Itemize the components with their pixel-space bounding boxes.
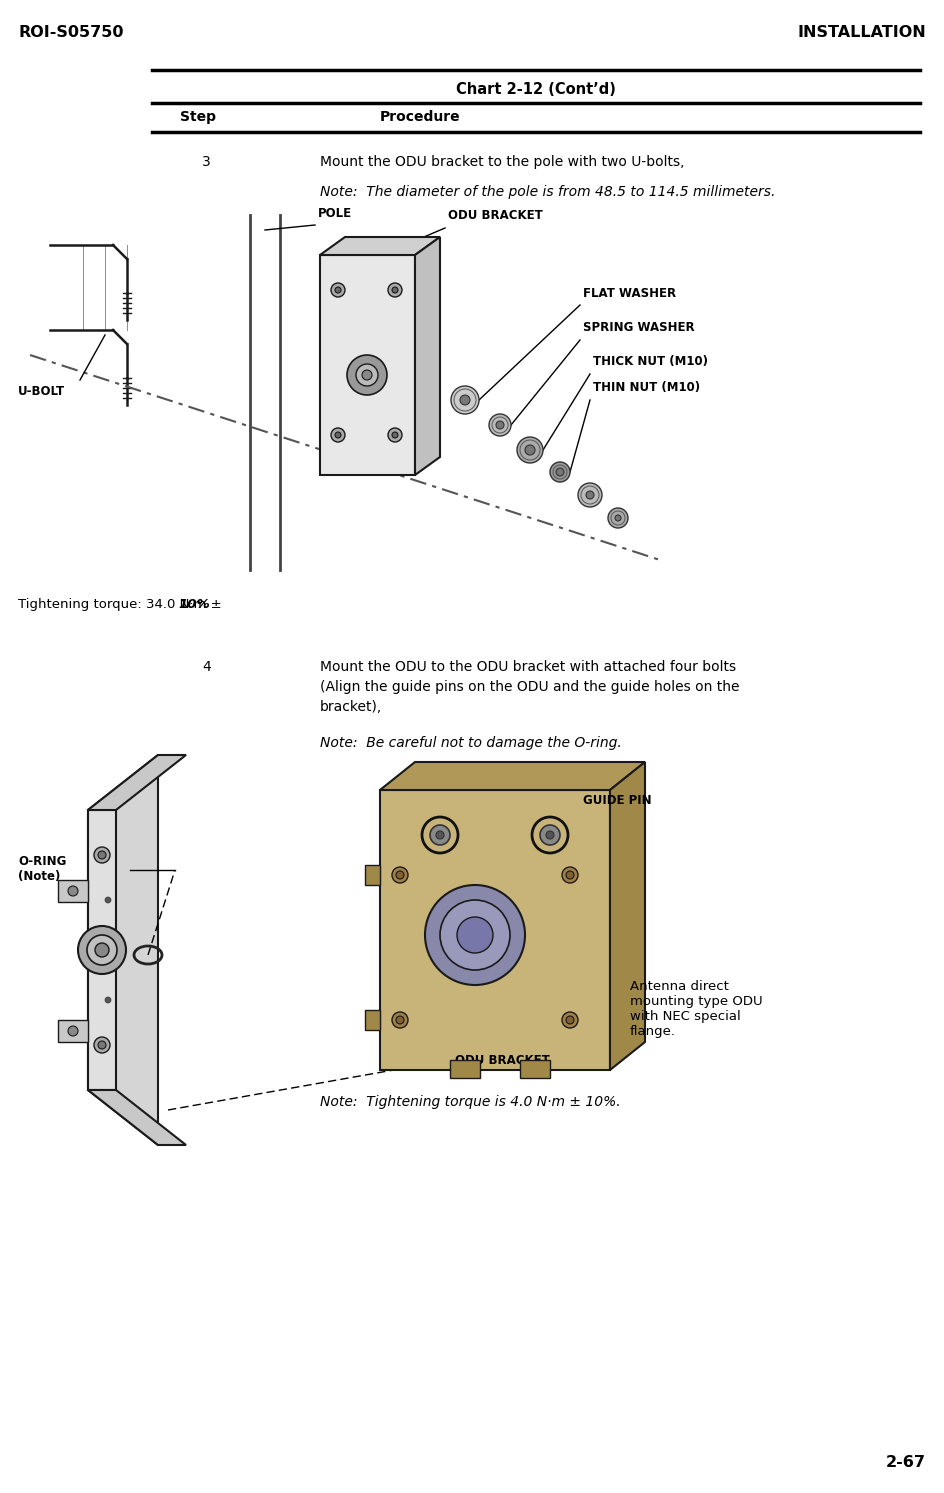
Circle shape [331,428,345,442]
Polygon shape [610,761,645,1070]
Circle shape [98,1041,106,1050]
Text: POLE: POLE [318,208,352,219]
Circle shape [105,897,111,903]
Polygon shape [88,755,186,811]
Bar [450,1060,480,1078]
Circle shape [388,428,402,442]
Text: ODU BRACKET: ODU BRACKET [455,1054,549,1066]
Circle shape [422,817,458,853]
Circle shape [556,467,564,476]
Circle shape [532,817,568,853]
Circle shape [331,284,345,297]
Text: Tightening torque: 34.0 N·m ±: Tightening torque: 34.0 N·m ± [18,599,226,611]
Text: ROI-S05750: ROI-S05750 [18,25,124,40]
Circle shape [392,867,408,882]
Circle shape [496,421,504,428]
Polygon shape [380,790,610,1070]
Circle shape [362,370,372,381]
Text: ODU BRACKET: ODU BRACKET [448,209,543,222]
Text: 10%: 10% [178,599,211,611]
Text: 2-67: 2-67 [886,1456,926,1471]
Circle shape [388,284,402,297]
Circle shape [392,1012,408,1029]
Text: THIN NUT (M10): THIN NUT (M10) [593,381,700,394]
Text: Chart 2-12 (Cont’d): Chart 2-12 (Cont’d) [456,82,615,97]
Circle shape [68,1026,78,1036]
Circle shape [489,414,511,436]
Polygon shape [58,1020,88,1042]
Circle shape [562,867,578,882]
Circle shape [392,431,398,437]
Circle shape [392,287,398,293]
Circle shape [460,396,470,405]
Polygon shape [88,811,116,1090]
Bar [520,1060,550,1078]
Text: O-RING
(Note): O-RING (Note) [18,855,66,882]
Text: bracket),: bracket), [320,700,382,714]
Circle shape [105,997,111,1003]
Text: Note:  The diameter of the pole is from 48.5 to 114.5 millimeters.: Note: The diameter of the pole is from 4… [320,185,775,199]
Circle shape [615,515,621,521]
Circle shape [396,870,404,879]
Text: THICK NUT (M10): THICK NUT (M10) [593,355,708,367]
Text: Procedure: Procedure [380,110,461,124]
Polygon shape [88,755,158,1145]
Circle shape [335,431,341,437]
Polygon shape [88,1090,186,1145]
Text: Step: Step [180,110,216,124]
Polygon shape [320,237,440,255]
Circle shape [95,944,109,957]
Text: 4: 4 [202,660,211,673]
Circle shape [98,851,106,858]
Circle shape [356,364,378,387]
Circle shape [430,826,450,845]
Text: (Align the guide pins on the ODU and the guide holes on the: (Align the guide pins on the ODU and the… [320,679,739,694]
Text: Mount the ODU to the ODU bracket with attached four bolts: Mount the ODU to the ODU bracket with at… [320,660,736,673]
Circle shape [550,461,570,482]
Circle shape [608,508,628,529]
Text: FLAT WASHER: FLAT WASHER [583,287,676,300]
Bar [365,1009,380,1030]
Circle shape [440,900,510,970]
Circle shape [540,826,560,845]
Text: Mount the ODU bracket to the pole with two U-bolts,: Mount the ODU bracket to the pole with t… [320,155,684,169]
Polygon shape [415,237,440,475]
Circle shape [457,917,493,953]
Circle shape [94,1038,110,1053]
Polygon shape [320,255,415,475]
Text: SPRING WASHER: SPRING WASHER [583,321,695,334]
Circle shape [517,437,543,463]
Circle shape [425,885,525,985]
Text: 3: 3 [202,155,211,169]
Circle shape [94,847,110,863]
Bar [365,864,380,885]
Circle shape [578,484,602,508]
Circle shape [396,1017,404,1024]
Circle shape [586,491,594,499]
Circle shape [562,1012,578,1029]
Text: GUIDE PIN: GUIDE PIN [583,793,651,806]
Circle shape [87,935,117,964]
Polygon shape [380,761,645,790]
Circle shape [347,355,387,396]
Circle shape [525,445,535,455]
Circle shape [335,287,341,293]
Circle shape [546,832,554,839]
Circle shape [451,387,479,414]
Text: INSTALLATION: INSTALLATION [798,25,926,40]
Text: U-BOLT: U-BOLT [18,385,65,399]
Text: Note:  Be careful not to damage the O-ring.: Note: Be careful not to damage the O-rin… [320,736,622,749]
Polygon shape [58,879,88,902]
Circle shape [566,870,574,879]
Circle shape [566,1017,574,1024]
Circle shape [78,926,126,973]
Circle shape [68,885,78,896]
Text: Note:  Tightening torque is 4.0 N·m ± 10%.: Note: Tightening torque is 4.0 N·m ± 10%… [320,1094,620,1109]
Circle shape [436,832,444,839]
Text: Antenna direct
mounting type ODU
with NEC special
flange.: Antenna direct mounting type ODU with NE… [630,979,763,1038]
